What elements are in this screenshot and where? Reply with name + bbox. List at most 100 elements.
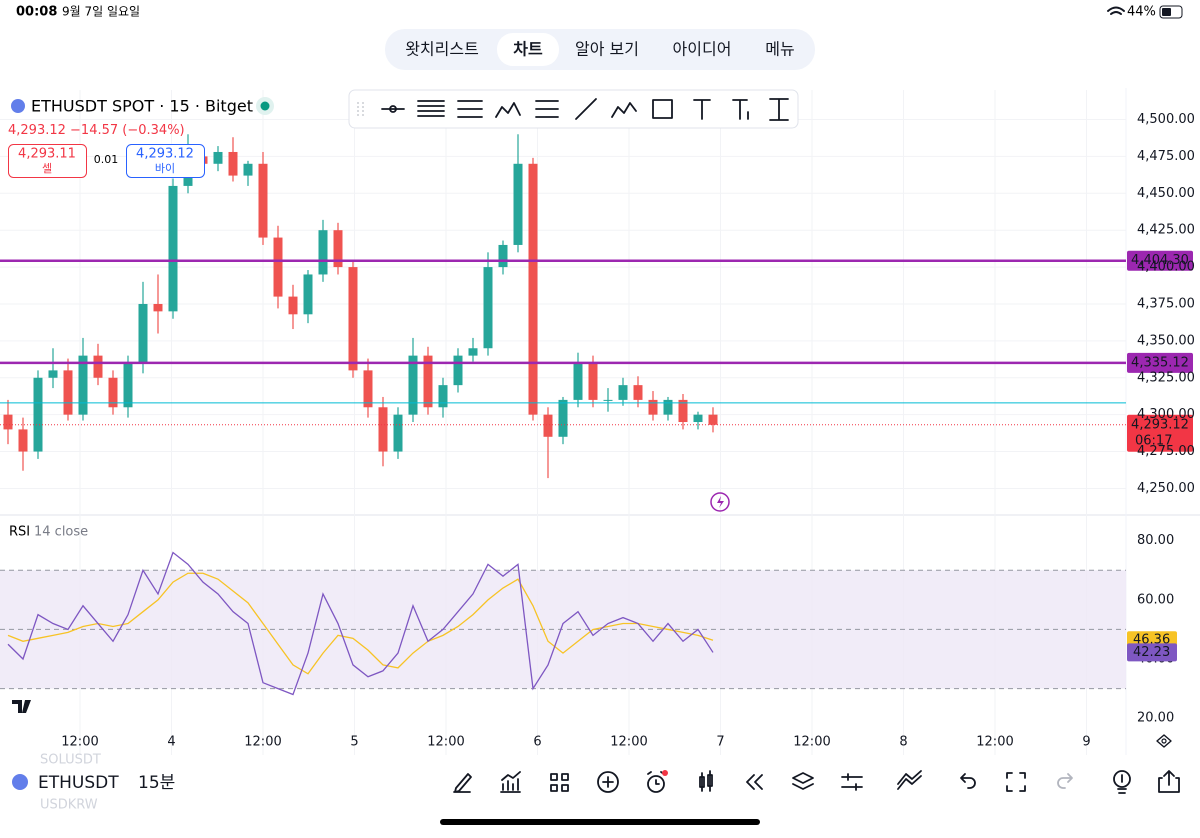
y-tick-label: 4,475.00 bbox=[1137, 149, 1195, 164]
tool-measure[interactable] bbox=[769, 98, 789, 121]
btn-layout[interactable] bbox=[550, 773, 569, 792]
buy-label: 바이 bbox=[155, 162, 175, 175]
buy-button[interactable] bbox=[126, 144, 205, 178]
btn-layers[interactable] bbox=[792, 772, 814, 790]
candle-body bbox=[528, 163, 538, 415]
tool-hlines[interactable] bbox=[417, 100, 445, 117]
hline-label: 4,404.30 bbox=[1131, 253, 1189, 268]
status-date: 9월 7일 일요일 bbox=[62, 5, 140, 19]
tool-elliott[interactable] bbox=[611, 102, 637, 118]
candle-body bbox=[468, 348, 478, 356]
btn-draw[interactable] bbox=[453, 773, 472, 793]
ghost-symbol: USDKRW bbox=[40, 798, 98, 813]
candle-body bbox=[63, 370, 73, 415]
candle-body bbox=[408, 355, 418, 415]
candles bbox=[3, 134, 718, 479]
events-bolt bbox=[717, 496, 724, 508]
tool-channel[interactable] bbox=[457, 100, 483, 118]
y-tick-label: 4,425.00 bbox=[1137, 223, 1195, 238]
candle-body bbox=[93, 355, 103, 378]
x-tick-label: 12:00 bbox=[61, 735, 98, 750]
price-change-pct: (−0.34%) bbox=[122, 123, 184, 138]
candle-body bbox=[3, 414, 13, 430]
candle-body bbox=[633, 385, 643, 400]
btn-add[interactable] bbox=[597, 771, 619, 793]
candle-body bbox=[438, 385, 448, 408]
btn-chart-type[interactable] bbox=[699, 770, 713, 792]
candle-body bbox=[558, 399, 568, 437]
btn-redo[interactable] bbox=[1057, 773, 1073, 789]
tool-pattern[interactable] bbox=[495, 102, 521, 118]
nav-tab[interactable]: 차트 bbox=[513, 40, 543, 59]
sell-price: 4,293.11 bbox=[18, 147, 76, 162]
btn-compare[interactable] bbox=[897, 770, 922, 790]
candle-body bbox=[663, 399, 673, 415]
bottom-symbol[interactable]: ETHUSDT bbox=[38, 773, 119, 793]
nav-tab[interactable]: 왓치리스트 bbox=[405, 40, 479, 59]
candle-body bbox=[618, 385, 628, 400]
btn-fullscreen[interactable] bbox=[1006, 772, 1026, 792]
tool-anchored-text[interactable] bbox=[732, 99, 749, 120]
last-price-label: 4,293.12 bbox=[1131, 417, 1189, 432]
nav-tabs: 왓치리스트 차트 알아 보기 아이디어 메뉴 bbox=[405, 40, 795, 59]
candle-body bbox=[333, 230, 343, 268]
candle-body bbox=[693, 414, 703, 423]
nav-tab[interactable]: 아이디어 bbox=[673, 40, 732, 59]
x-tick-label: 8 bbox=[899, 735, 907, 750]
x-tick-label: 6 bbox=[533, 735, 541, 750]
tool-fib[interactable] bbox=[535, 100, 559, 118]
rsi-tick-label: 20.00 bbox=[1137, 711, 1174, 726]
candle-body bbox=[603, 399, 613, 401]
candle-body bbox=[18, 429, 28, 452]
btn-share[interactable] bbox=[1158, 770, 1180, 793]
sell-button[interactable] bbox=[8, 144, 87, 178]
btn-settings[interactable] bbox=[841, 773, 863, 791]
btn-alert[interactable] bbox=[647, 775, 665, 793]
events-icon[interactable] bbox=[710, 492, 730, 512]
tool-rect[interactable] bbox=[652, 99, 673, 119]
candle-body bbox=[363, 370, 373, 408]
candle-body bbox=[228, 151, 238, 176]
symbol-title: ETHUSDT SPOT · 15 · Bitget bbox=[31, 97, 253, 116]
candle-body bbox=[318, 230, 328, 275]
btn-ideas[interactable] bbox=[1113, 770, 1131, 788]
alert-badge bbox=[662, 770, 668, 776]
bottom-interval[interactable]: 15분 bbox=[138, 773, 175, 793]
tool-trendline[interactable] bbox=[575, 98, 597, 120]
rsi-tick-label: 80.00 bbox=[1137, 533, 1174, 548]
bottom-toolbar bbox=[453, 770, 1180, 794]
btn-indicators[interactable] bbox=[500, 771, 521, 793]
candle-body bbox=[288, 296, 298, 315]
time-axis: 12:00 4 12:00 5 12:00 6 12:00 7 12:00 8 12:00 9 bbox=[61, 735, 1090, 750]
sell-label: 셀 bbox=[42, 162, 52, 175]
candle-body bbox=[573, 363, 583, 400]
x-tick-label: 12:00 bbox=[610, 735, 647, 750]
candle-body bbox=[453, 355, 463, 386]
battery-level: 44% bbox=[1127, 5, 1156, 20]
candle-body bbox=[213, 151, 223, 164]
candle-body bbox=[393, 414, 403, 452]
settings-icon[interactable] bbox=[1156, 734, 1172, 748]
btn-replay[interactable] bbox=[746, 774, 763, 790]
hline-badge bbox=[1127, 352, 1193, 373]
nav-tab[interactable]: 메뉴 bbox=[765, 40, 794, 59]
y-tick-label: 4,325.00 bbox=[1137, 370, 1195, 385]
tv-logo bbox=[12, 700, 31, 713]
candle-body bbox=[258, 163, 268, 238]
drawing-toolbar bbox=[348, 89, 799, 129]
rsi-tick-label: 60.00 bbox=[1137, 592, 1174, 607]
tool-text[interactable] bbox=[693, 99, 711, 120]
y-tick-label: 4,375.00 bbox=[1137, 296, 1195, 311]
x-tick-label: 9 bbox=[1082, 735, 1090, 750]
tool-ray[interactable] bbox=[381, 105, 405, 113]
candle-body bbox=[423, 355, 433, 408]
candle-body bbox=[168, 185, 178, 312]
btn-undo[interactable] bbox=[960, 773, 976, 789]
settings-icon-dot bbox=[1161, 738, 1167, 744]
candle-body bbox=[108, 377, 118, 408]
nav-tab[interactable]: 알아 보기 bbox=[575, 40, 639, 59]
